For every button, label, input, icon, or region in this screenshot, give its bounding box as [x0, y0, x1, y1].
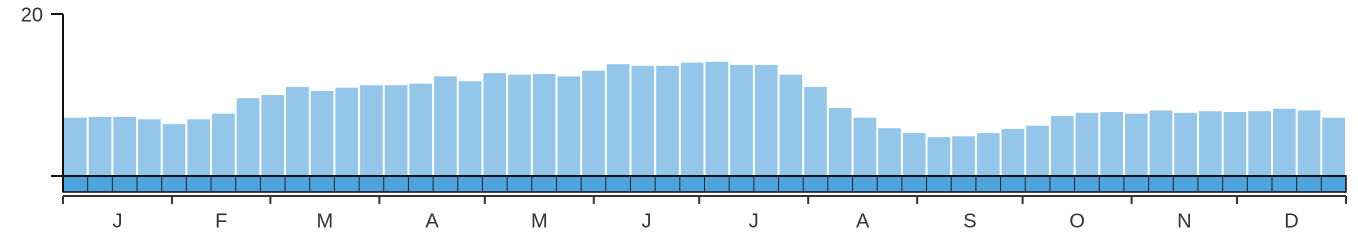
- bar: [828, 107, 852, 176]
- bar: [1297, 110, 1321, 176]
- bar: [680, 62, 704, 176]
- bar: [508, 74, 531, 176]
- month-label: A: [856, 210, 870, 232]
- bar: [360, 85, 383, 176]
- bar: [631, 65, 655, 176]
- month-label: M: [531, 210, 548, 232]
- bar: [754, 65, 778, 176]
- bar: [409, 83, 433, 176]
- bar: [162, 124, 186, 176]
- month-label: F: [215, 210, 227, 232]
- bar: [310, 90, 334, 176]
- bar: [458, 81, 482, 176]
- bar: [952, 136, 975, 176]
- bar: [286, 86, 309, 176]
- bar: [1026, 125, 1049, 176]
- bar: [582, 70, 605, 176]
- month-label: A: [425, 210, 439, 232]
- bar: [1322, 117, 1345, 176]
- bar: [335, 87, 359, 176]
- bar: [656, 65, 679, 176]
- y-tick-label: 20: [21, 4, 43, 26]
- bar: [483, 73, 507, 176]
- bar: [976, 133, 1000, 176]
- bar: [853, 117, 877, 176]
- bar: [1174, 112, 1197, 176]
- month-label: S: [963, 210, 976, 232]
- bar: [138, 119, 161, 176]
- bar: [384, 85, 408, 176]
- bar: [902, 133, 926, 176]
- bar: [64, 117, 87, 176]
- bar: [261, 95, 285, 176]
- bar: [606, 64, 630, 176]
- bar: [730, 65, 753, 176]
- bar: [434, 76, 457, 176]
- bar: [705, 61, 729, 176]
- month-label: J: [642, 210, 652, 232]
- bar: [1050, 116, 1074, 176]
- month-label: J: [112, 210, 122, 232]
- bar: [1198, 111, 1222, 176]
- bar: [187, 119, 211, 176]
- month-label: D: [1284, 210, 1298, 232]
- bar: [927, 137, 951, 176]
- bar: [1149, 110, 1173, 176]
- bar: [532, 73, 556, 176]
- bar: [878, 128, 901, 176]
- bar: [1248, 111, 1271, 176]
- bar: [779, 74, 803, 176]
- bar: [1124, 113, 1148, 176]
- bar: [1001, 129, 1025, 176]
- bar: [557, 76, 581, 176]
- bar: [1075, 112, 1099, 176]
- bar: [236, 98, 260, 176]
- bar: [1100, 112, 1123, 176]
- bar: [212, 113, 235, 176]
- month-label: M: [317, 210, 334, 232]
- bar: [113, 116, 137, 176]
- bar: [88, 116, 112, 176]
- month-label: O: [1069, 210, 1085, 232]
- month-label: N: [1177, 210, 1191, 232]
- month-label: J: [749, 210, 759, 232]
- bar: [1272, 108, 1296, 176]
- bar: [1223, 112, 1247, 176]
- bar: [804, 86, 827, 176]
